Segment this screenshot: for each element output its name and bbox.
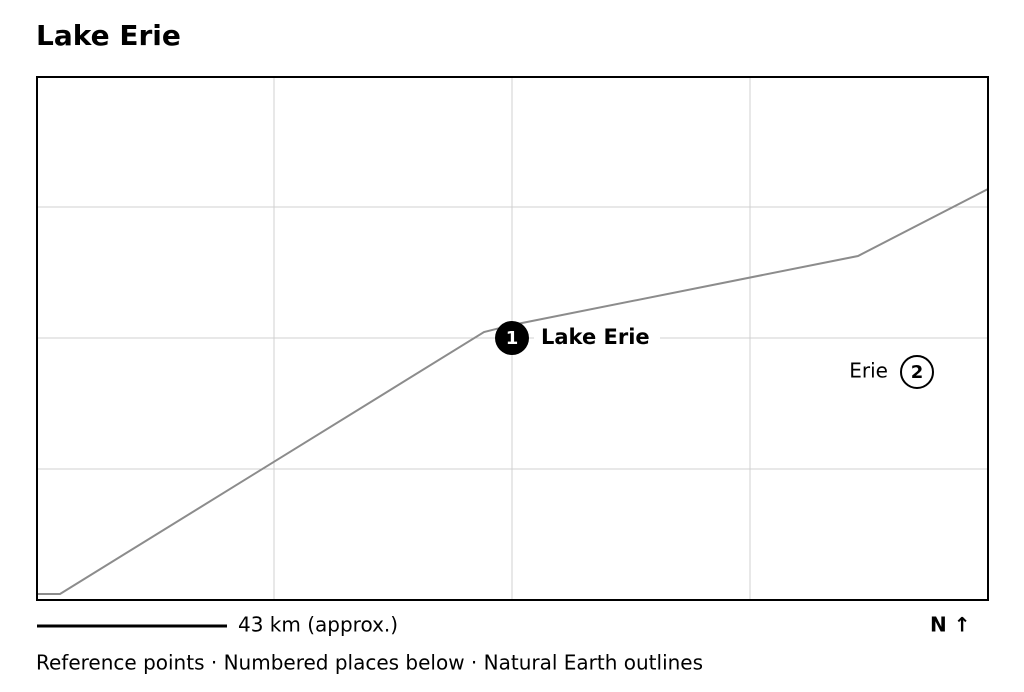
- label-halo: [534, 324, 660, 352]
- north-arrow: N ↑: [930, 613, 970, 637]
- place-label: Lake Erie: [541, 325, 650, 349]
- place-label: Erie: [849, 359, 888, 383]
- place-number: 1: [506, 328, 519, 349]
- scale-label: 43 km (approx.): [238, 613, 398, 637]
- map-frame: [36, 76, 989, 601]
- map: 1 Lake Erie 2 Erie: [36, 76, 989, 601]
- title: Lake Erie: [36, 19, 181, 52]
- place-number: 2: [911, 362, 924, 383]
- place-marker: [495, 321, 529, 355]
- footer-note: Reference points · Numbered places below…: [36, 651, 703, 675]
- place-marker: [900, 355, 934, 389]
